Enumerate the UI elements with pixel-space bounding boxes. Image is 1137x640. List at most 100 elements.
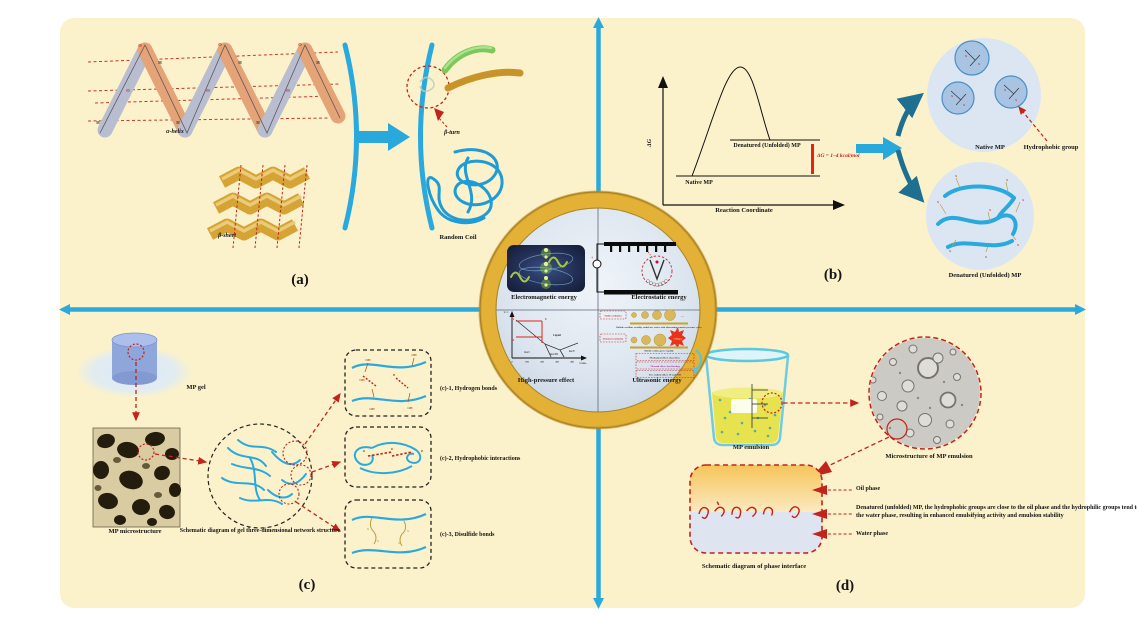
gel-network-schematic (207, 392, 342, 532)
x-tick: 200 (540, 361, 544, 364)
alpha-helix-illustration: O O O O O O H H H H H H (87, 42, 346, 138)
s-group-label: S (1017, 243, 1019, 247)
phase-point-c: C (545, 317, 548, 321)
panel-d-tag: (d) (835, 578, 855, 594)
p-axis-label: P/MPa (579, 362, 587, 365)
denatured-mp-label: Denatured (Unfolded) MP (948, 272, 1022, 279)
region-liquid-label: Liquid (553, 334, 561, 337)
alpha-helix-label: α-helix (166, 129, 184, 135)
high-pressure-effect-label: High-pressure effect (517, 377, 575, 384)
beta-turn-illustration (406, 45, 524, 128)
ultrasonic-energy-label: Ultrasonic energy (632, 377, 682, 384)
s-group-label: S (951, 94, 953, 98)
native-mp-label: Native MP (975, 144, 1005, 151)
oh-group-label: OH (407, 406, 413, 410)
mp-gel-illustration (76, 332, 192, 422)
disulfide-bonds-box: S S S S (344, 499, 432, 569)
helix-o-label: O (286, 88, 290, 93)
oil-phase-label: Oil phase (856, 486, 881, 492)
x-tick: 300 (555, 361, 559, 364)
high-pressure-phase-diagram: D C A Liquid Ice I Ice III Ice V 0 100 2… (504, 311, 587, 365)
oh-group-label: OH (359, 378, 365, 382)
mp-emulsion-label: MP emulsion (732, 444, 770, 451)
reaction-coordinate-label: Reaction Coordinate (715, 207, 773, 214)
transient-cavitation-note: Bubble radius grows rapidly (644, 350, 674, 353)
mechanical-effect-label: Mechanical effect: shear force (650, 357, 681, 360)
s-group-label: S (1006, 178, 1008, 182)
denaturation-arrow (356, 123, 410, 151)
collapse-label: Collapse (674, 338, 683, 341)
beta-sheet-illustration (206, 164, 311, 249)
denatured-mp-circle: S S S S S S S S (926, 162, 1034, 270)
s-group-label: S (407, 529, 409, 533)
native-graph-label: Native MP (685, 180, 713, 186)
transient-cavitation-label: Transient cavitation (603, 338, 624, 341)
s-group-label: S (377, 539, 379, 543)
electromagnetic-energy-illustration (507, 245, 585, 292)
denatured-mp-note: Denatured (unfolded) MP, the hydrophobic… (856, 505, 1137, 520)
s-group-label: S (398, 541, 400, 545)
emulsion-microstructure-label: Microstructure of MP emulsion (885, 453, 973, 460)
hydrogen-bonds-label: (c)-1, Hydrogen bonds (440, 386, 498, 392)
helix-h-label: H (238, 60, 242, 65)
phase-point-a: A (512, 338, 515, 342)
collapse-starburst (668, 327, 686, 349)
s-group-label: S (965, 54, 967, 58)
x-tick: 400 (570, 361, 574, 364)
t-axis-label: T/°C (504, 311, 509, 314)
s-group-label: S (1015, 98, 1017, 102)
s-group-label: S (989, 208, 991, 212)
r-group-label: R (363, 449, 366, 453)
s-group-label: S (949, 249, 951, 253)
random-coil-label: Random Coil (439, 234, 477, 241)
phase-point-d: D (512, 317, 515, 321)
electrostatic-energy-illustration: + (591, 242, 678, 295)
mp-emulsion-beaker (701, 343, 860, 447)
s-group-label: S (367, 527, 369, 531)
helix-o-label: O (218, 42, 222, 47)
fat-cyan-arrow (856, 137, 902, 160)
h-group-label: H (393, 373, 396, 377)
x-tick: 100 (525, 361, 529, 364)
delta-g-axis-label: ΔG (647, 138, 653, 148)
oh-group-label: OH (369, 407, 375, 411)
s-group-label: S (1022, 198, 1024, 202)
s-group-label: S (1004, 88, 1006, 92)
mp-microstructure-label: MP microstructure (108, 528, 162, 535)
region-ice1-label: Ice I (524, 351, 529, 354)
hydrogen-bonds-box: OH OH OH H OH OH (344, 349, 432, 417)
oh-group-label: OH (411, 353, 417, 357)
panel-c-tag: (c) (298, 577, 316, 593)
helix-o-label: O (126, 88, 130, 93)
beta-sheet-label: β-sheet (218, 233, 236, 239)
beta-turn-label: β-turn (444, 130, 460, 136)
ellipsis: ··· (681, 315, 684, 319)
stable-cavitation-label: Stable cavitation (604, 315, 622, 318)
stable-cavitation-note: Bubbles oscillate steadily, radial size … (616, 326, 701, 329)
network-schematic-label: Schematic diagram of gel three-dimension… (179, 528, 341, 534)
phase-interface-schematic (689, 464, 853, 554)
s-group-label: S (955, 174, 957, 178)
delta-g-value-label: ΔG = 1–4 kcal/mol (817, 153, 860, 159)
helix-h-label: H (316, 60, 320, 65)
native-mp-circle: S S S S S S (927, 38, 1048, 152)
electrostatic-energy-label: Electrostatic energy (631, 294, 687, 301)
helix-o-label: O (206, 88, 210, 93)
r-group-label: R (391, 447, 394, 451)
s-group-label: S (937, 200, 939, 204)
helix-h-label: H (96, 120, 100, 125)
helix-h-label: H (176, 120, 180, 125)
s-group-label: S (985, 255, 987, 259)
center-energy-wheel: + (478, 190, 718, 430)
region-ice5-label: Ice V (569, 350, 575, 353)
disulfide-bonds-label: (c)-3, Disulfide bonds (440, 532, 495, 538)
hydrophobic-interactions-box: R R R (344, 426, 432, 488)
panel-b-tag: (b) (823, 267, 843, 283)
mp-gel-label: MP gel (186, 384, 206, 391)
denatured-graph-label: Denatured (Unfolded) MP (733, 143, 801, 149)
ultrasonic-energy-illustration: Stable cavitation ··· Bubbles oscillate … (599, 309, 703, 378)
helix-h-label: H (158, 60, 162, 65)
interface-protein-squiggles (698, 501, 800, 519)
